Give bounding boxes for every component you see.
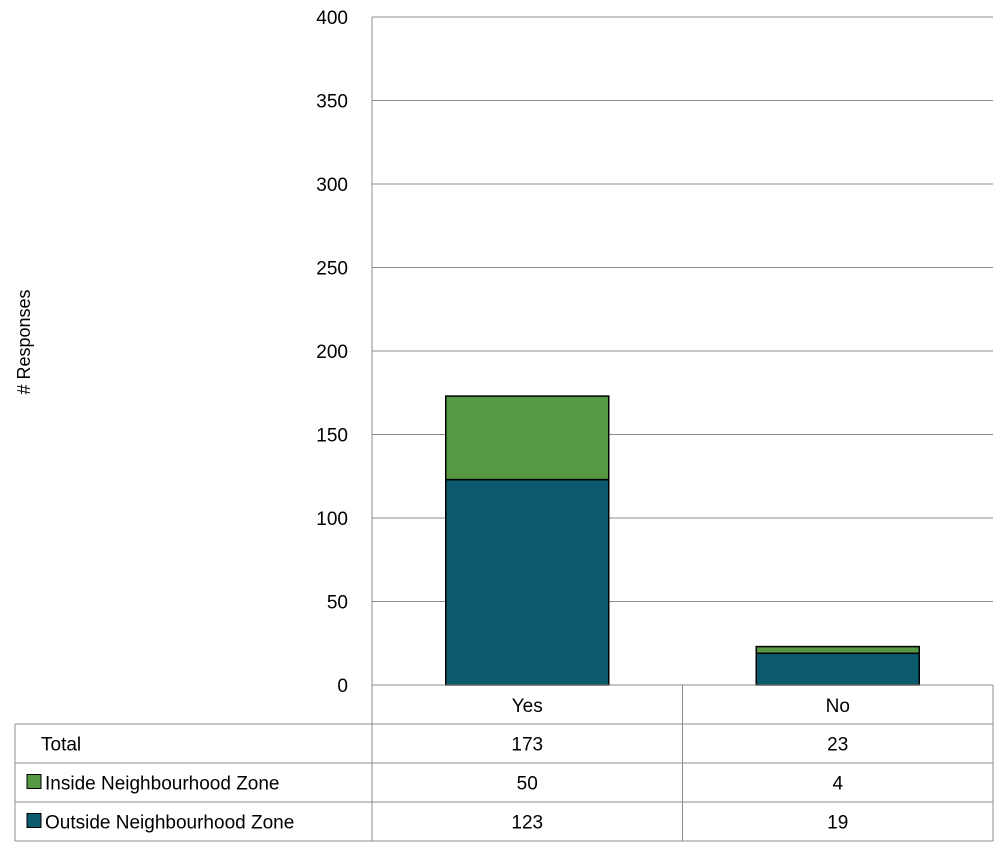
table-cell-value: 173 (511, 735, 543, 756)
y-tick-label: 350 (316, 92, 348, 113)
table-cell-value: 50 (517, 774, 538, 795)
y-tick-label: 0 (337, 676, 348, 697)
y-tick-label: 50 (327, 593, 348, 614)
category-label: Yes (512, 696, 543, 717)
y-tick-label: 300 (316, 175, 348, 196)
table-row-label: Inside Neighbourhood Zone (45, 774, 280, 795)
bar-segment (445, 395, 610, 481)
table-cell-value: 19 (827, 813, 848, 834)
bar-segment (445, 478, 610, 686)
table-cell-value: 4 (832, 774, 843, 795)
bar-segment (755, 645, 920, 655)
category-label: No (826, 696, 850, 717)
y-tick-label: 400 (316, 8, 348, 29)
data-table: Yes No Total 173 23 Inside Neighbourhood Zone… (14, 684, 994, 842)
bar-segment (755, 652, 920, 686)
legend-swatch (26, 813, 42, 828)
y-tick-label: 250 (316, 259, 348, 280)
y-tick-label: 200 (316, 342, 348, 363)
table-row-label: Outside Neighbourhood Zone (45, 813, 294, 834)
table-cell-value: 23 (827, 735, 848, 756)
y-axis-title: # Responses (14, 289, 34, 394)
legend-swatch (26, 774, 42, 789)
y-tick-label: 100 (316, 509, 348, 530)
y-tick-label: 150 (316, 426, 348, 447)
table-cell-value: 123 (511, 813, 543, 834)
table-row-label: Total (41, 735, 81, 756)
bars (445, 395, 920, 686)
y-axis-ticks: 0 50 100 150 200 250 300 350 400 (316, 8, 348, 697)
